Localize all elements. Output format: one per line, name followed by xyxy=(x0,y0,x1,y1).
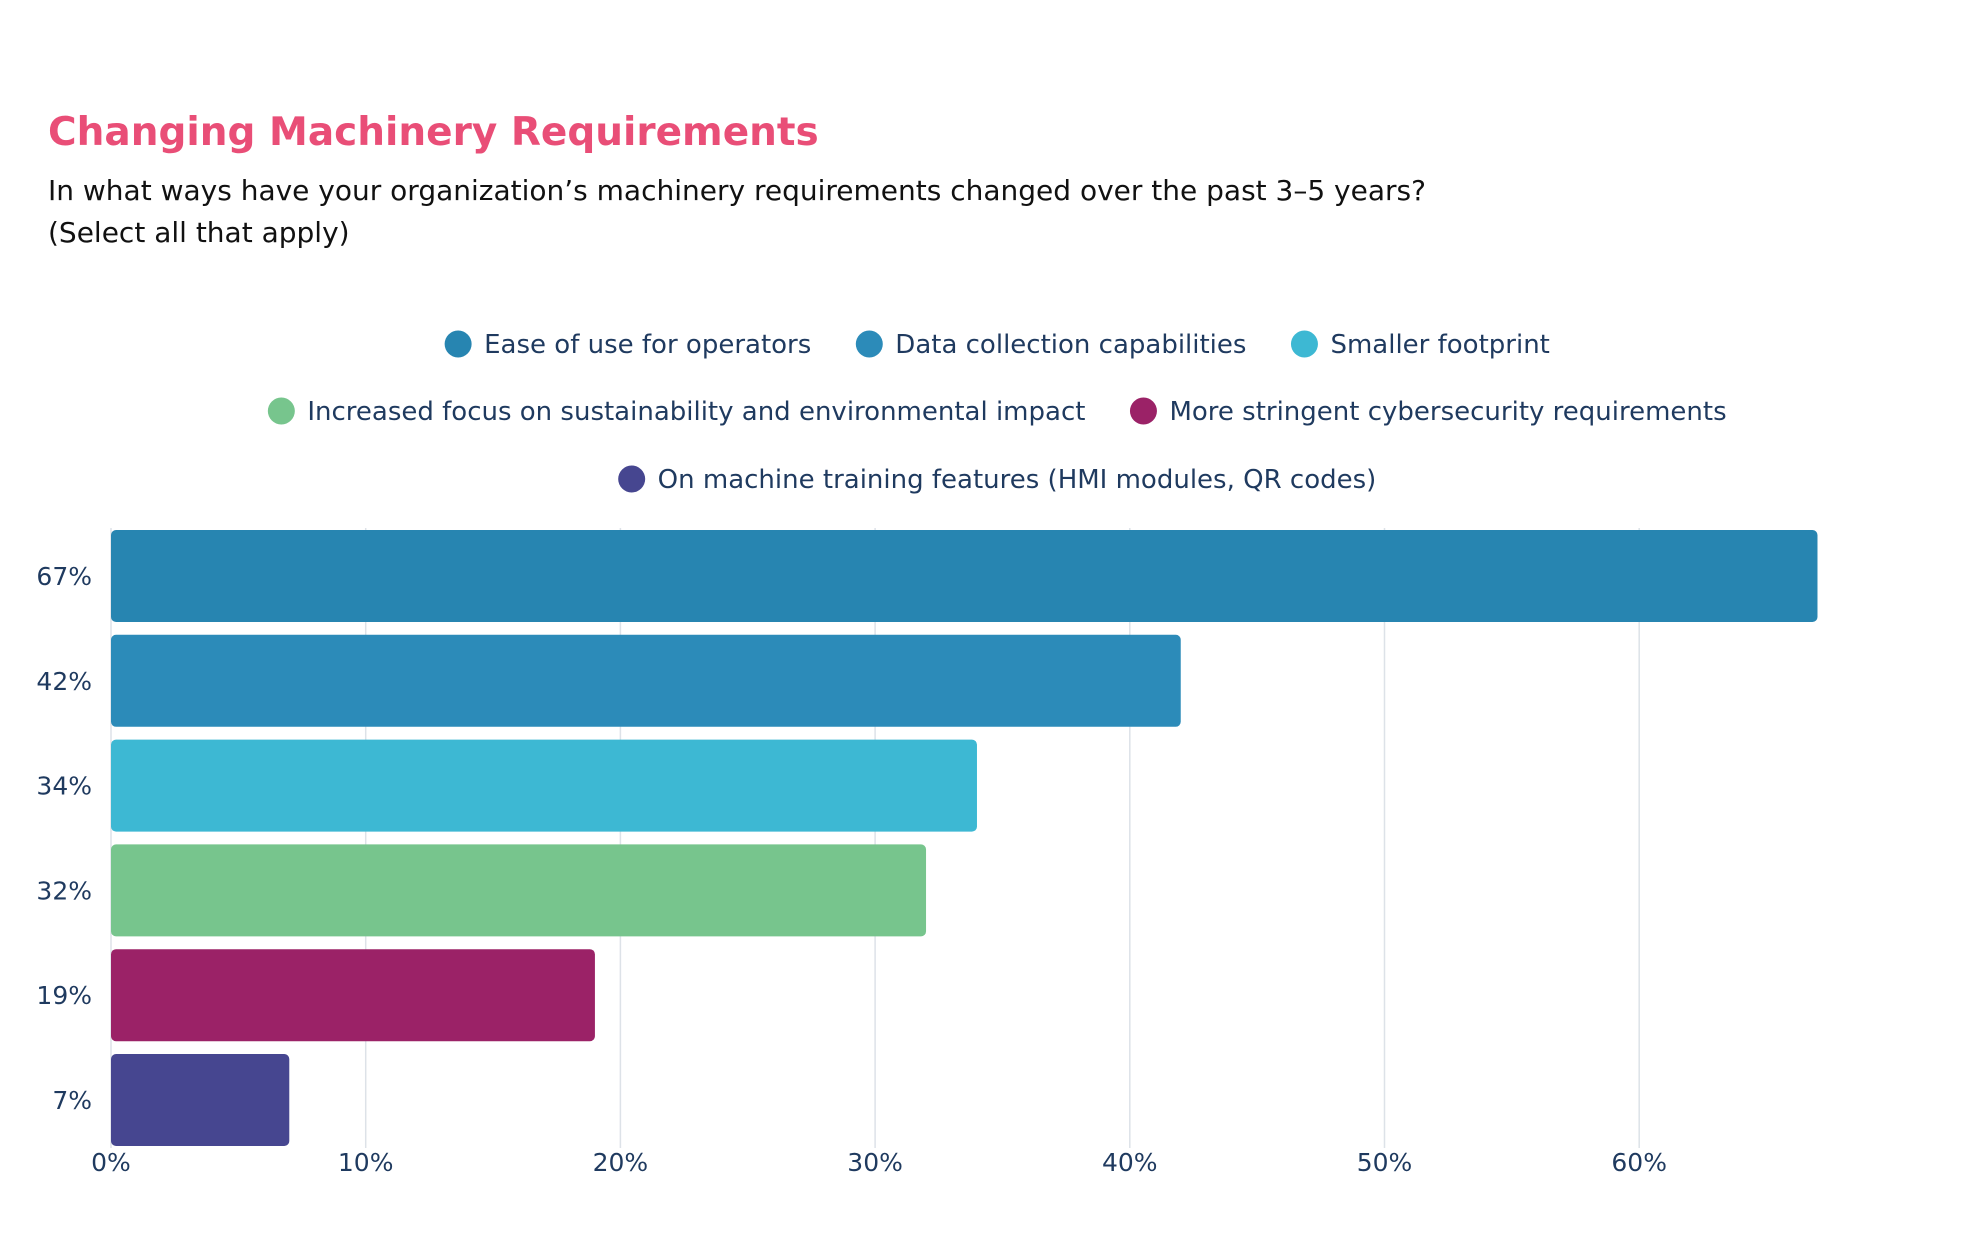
legend-swatch xyxy=(855,330,883,358)
x-tick-label: 10% xyxy=(338,1148,394,1177)
legend-swatch xyxy=(444,330,472,358)
bar-value-label: 32% xyxy=(36,876,92,905)
x-tick-label: 0% xyxy=(91,1148,131,1177)
x-tick-label: 20% xyxy=(593,1148,649,1177)
x-tick-label: 30% xyxy=(847,1148,903,1177)
legend-label: Increased focus on sustainability and en… xyxy=(307,397,1085,427)
x-tick-label: 60% xyxy=(1611,1148,1667,1177)
bar xyxy=(111,844,927,937)
x-tick-label: 50% xyxy=(1357,1148,1413,1177)
x-axis-ticks: 0% 10% 20% 30% 40% 50% 60% xyxy=(91,1148,1667,1177)
legend-label: Data collection capabilities xyxy=(895,330,1246,360)
bar-value-label: 42% xyxy=(36,667,92,696)
bar xyxy=(111,949,595,1042)
x-tick-label: 40% xyxy=(1102,1148,1158,1177)
legend-item[interactable]: On machine training features (HMI module… xyxy=(618,465,1376,495)
chart-subtitle: In what ways have your organization’s ma… xyxy=(48,170,1548,254)
legend-swatch xyxy=(267,397,295,425)
subtitle-note: (Select all that apply) xyxy=(48,216,350,249)
subtitle-question: In what ways have your organization’s ma… xyxy=(48,174,1426,207)
legend-item[interactable]: Smaller footprint xyxy=(1290,330,1550,360)
bar-value-label: 34% xyxy=(36,772,92,801)
bar-value-labels: 67% 42% 34% 32% 19% 7% xyxy=(36,562,92,1115)
bars xyxy=(111,530,1818,1146)
bar xyxy=(111,1054,290,1146)
bar-value-label: 67% xyxy=(36,562,92,591)
legend-swatch xyxy=(1290,330,1318,358)
bar-value-label: 19% xyxy=(36,981,92,1010)
chart-title: Changing Machinery Requirements xyxy=(48,110,819,155)
bar xyxy=(111,634,1181,727)
grid-lines xyxy=(110,528,1640,1148)
legend-item[interactable]: Increased focus on sustainability and en… xyxy=(267,397,1086,427)
legend: Ease of use for operators Data collection… xyxy=(267,330,1727,495)
legend-label: More stringent cybersecurity requirement… xyxy=(1169,397,1726,427)
legend-label: Smaller footprint xyxy=(1330,330,1549,360)
bar-value-label: 7% xyxy=(52,1086,92,1115)
legend-label: Ease of use for operators xyxy=(484,330,811,360)
legend-swatch xyxy=(1129,397,1157,425)
legend-item[interactable]: Data collection capabilities xyxy=(855,330,1247,360)
legend-label: On machine training features (HMI module… xyxy=(658,465,1377,495)
legend-swatch xyxy=(618,465,646,493)
legend-item[interactable]: More stringent cybersecurity requirement… xyxy=(1129,397,1727,427)
bar xyxy=(111,739,977,832)
legend-item[interactable]: Ease of use for operators xyxy=(444,330,812,360)
bar xyxy=(111,530,1818,622)
